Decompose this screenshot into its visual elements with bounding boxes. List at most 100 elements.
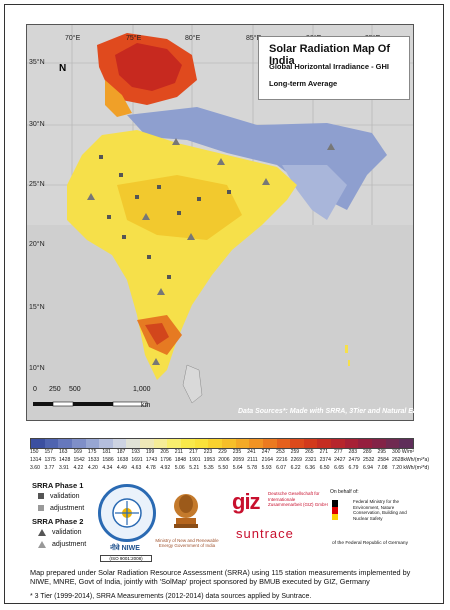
legend-item: validation [32,526,86,538]
legend-tick-label: 259 [290,449,300,455]
legend-tick-label: 1314 [30,457,42,463]
legend-tick-label: 150 [30,449,39,455]
giz-logo: giz [232,489,261,514]
srra-phase1-heading: SRRA Phase 1 [32,481,84,490]
bmub-on-behalf: On behalf of: [330,489,359,495]
color-bar-swatch [262,439,277,448]
legend-tick-label: 157 [44,449,53,455]
legend-tick-label: 6.22 [290,465,301,471]
color-bar-swatch [71,439,86,448]
legend-tick-label: 253 [276,449,285,455]
legend-tick-label: 1953 [203,457,216,463]
triangle-symbol [38,528,46,536]
scale-label: 250 [49,386,61,393]
scale-label: 1,000 [133,386,151,393]
lat-label: 20°N [29,241,45,248]
niwe-logo [98,484,156,542]
triangle-symbol [38,540,46,548]
legend-item-label: validation [50,492,80,500]
legend-tick-label: 7.20 kWh/(m²*d) [392,465,430,471]
legend-item-label: validation [52,528,82,536]
legend-item: adjustment [32,538,86,550]
legend-tick-label: 199 [145,449,155,455]
color-bar [30,438,414,449]
legend-tick-label: 295 [377,449,387,455]
legend-item: adjustment [32,502,86,514]
color-bar-swatch [331,439,345,448]
legend-tick-label: 4.34 [102,465,113,471]
srra-phase2-heading: SRRA Phase 2 [32,517,84,526]
square-symbol [38,505,44,511]
color-bar-swatch [372,439,386,448]
color-bar-swatch [126,439,141,448]
legend-tick-label: 2164 [261,457,274,463]
color-legend: 150 157 163 169 175 181 187 193 199 205 211 217 223 2… [30,438,429,473]
legend-tick-label: 1691 [131,457,143,463]
legend-tick-label: 5.35 [203,465,214,471]
legend-tick-label: 2269 [290,457,302,463]
lat-label: 15°N [29,304,45,311]
scale-bar-graphic [33,401,148,407]
color-bar-swatch [303,439,318,448]
legend-tick-label: 2111 [247,457,258,463]
legend-tick-label: 5.78 [247,465,258,471]
legend-tick-label: 1901 [189,457,201,463]
legend-tick-label: 247 [261,449,271,455]
color-bar-swatch [153,439,168,448]
scale-bar: 0 250 500 1,000 km [33,386,153,414]
legend-tick-label: 265 [305,449,314,455]
legend-tick-label: 4.20 [87,465,98,471]
map-subtitle: Global Horizontal Irradiance - GHI [269,62,390,71]
legend-tick-label: 283 [348,449,358,455]
legend-tick-label: 5.93 [261,465,272,471]
lat-label: 30°N [29,121,45,128]
legend-tick-label: 5.50 [218,465,229,471]
legend-tick-label: 4.22 [73,465,84,471]
color-bar-swatch [99,439,113,448]
legend-tick-label: 2374 [319,457,331,463]
color-bar-swatch [44,439,59,448]
legend-tick-label: 1586 [102,457,114,463]
legend-tick-label: 175 [87,449,97,455]
lon-label: 75°E [126,35,142,42]
niwe-name: नीवे NIWE [110,545,140,552]
color-bar-swatch [31,439,45,448]
scale-label: 0 [33,386,37,393]
giz-name: Deutsche Gesellschaft für Internationale… [268,491,328,507]
legend-tick-label: 4.63 [131,465,142,471]
legend-tick-label: 4.78 [145,465,156,471]
legend-tick-label: 187 [116,449,126,455]
legend-tick-label: 1638 [116,457,129,463]
color-bar-swatch [85,439,100,448]
bmub-name: Federal Ministry for the Environment, Na… [353,499,407,521]
legend-tick-label: 2216 [276,457,288,463]
legend-tick-label: 2532 [363,457,375,463]
scale-unit: km [141,402,151,409]
legend-tick-label: 223 [203,449,213,455]
legend-tick-label: 235 [232,449,242,455]
color-bar-swatch [276,439,291,448]
legend-tick-label: 1743 [145,457,158,463]
legend-item-label: adjustment [52,540,87,548]
legend-tick-label: 4.92 [160,465,171,471]
legend-tick-label: 7.08 [377,465,388,471]
data-sources-note: Data Sources*: Made with SRRA, 3Tier and… [238,408,427,415]
scale-label: 500 [69,386,81,393]
legend-tick-label: 300 W/m² [392,449,415,455]
legend-tick-label: 5.06 [174,465,185,471]
legend-tick-label: 277 [334,449,343,455]
color-bar-swatch [167,439,182,448]
legend-row-kwh-year: 1314 1375 1428 1542 1533 1586 1638 1691 1743 1796… [30,457,429,465]
legend-tick-label: 2059 [232,457,245,463]
lon-label: 70°E [65,35,81,42]
legend-tick-label: 1533 [87,457,100,463]
color-bar-swatch [208,439,222,448]
legend-tick-label: 6.07 [276,465,287,471]
legend-tick-label: 1428 [58,457,71,463]
lat-label: 25°N [29,181,45,188]
lat-label: 10°N [29,365,45,372]
legend-tick-label: 241 [247,449,256,455]
legend-tick-label: 289 [363,449,372,455]
legend-tick-label: 2628kWh/(m²*a) [392,457,430,463]
legend-tick-label: 2321 [305,457,317,463]
